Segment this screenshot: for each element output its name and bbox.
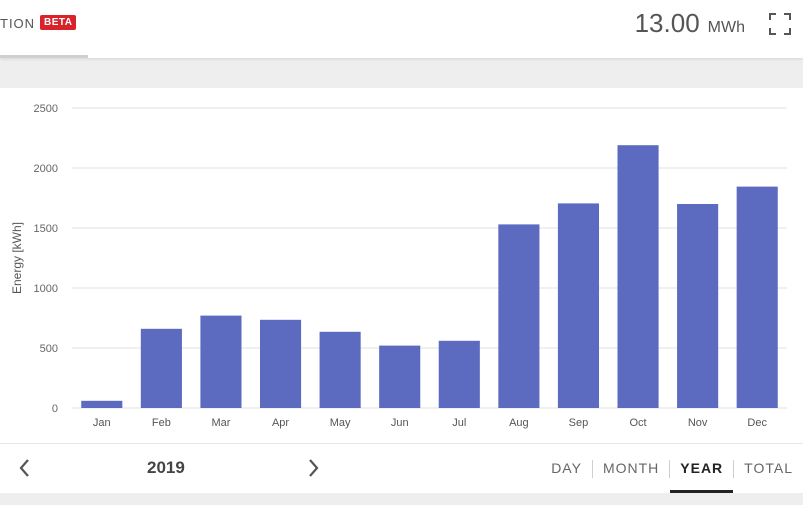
bar bbox=[259, 319, 302, 408]
bar bbox=[557, 203, 600, 408]
x-tick-label: Nov bbox=[688, 417, 708, 429]
x-tick-label: Jun bbox=[391, 417, 409, 429]
y-axis-label: Energy [kWh] bbox=[10, 222, 24, 294]
x-tick-label: Sep bbox=[569, 417, 589, 429]
chart-panel: 0 500 1000 1500 2000 2500 Jan Feb Mar Apr May Jun Ju… bbox=[0, 88, 803, 492]
x-tick-label: Mar bbox=[211, 417, 230, 429]
x-tick-label: Jul bbox=[452, 417, 466, 429]
energy-bar-chart: 0 500 1000 1500 2000 2500 Jan Feb Mar Apr May Jun Ju… bbox=[10, 103, 787, 429]
x-tick-label: Jan bbox=[93, 417, 111, 429]
x-tick-label: Oct bbox=[629, 417, 646, 429]
range-tab-year[interactable]: YEAR bbox=[670, 444, 734, 493]
tab-production[interactable]: TION BETA bbox=[0, 0, 88, 58]
x-tick-label: Aug bbox=[509, 417, 529, 429]
bar bbox=[140, 328, 182, 408]
bar bbox=[438, 340, 480, 408]
bar bbox=[81, 400, 123, 408]
tab-title: TION bbox=[0, 16, 36, 31]
range-tab-total[interactable]: TOTAL bbox=[744, 460, 793, 476]
total-energy-unit: MWh bbox=[707, 19, 745, 36]
bar bbox=[200, 315, 242, 408]
range-tabs: DAY MONTH YEAR TOTAL bbox=[541, 444, 803, 493]
bar bbox=[617, 145, 659, 408]
range-separator bbox=[669, 459, 671, 478]
y-tick-label: 1500 bbox=[34, 223, 58, 235]
x-tick-label: Feb bbox=[152, 417, 171, 429]
y-tick-label: 0 bbox=[52, 403, 58, 415]
x-tick-label: Dec bbox=[747, 417, 767, 429]
tab-underline bbox=[0, 55, 88, 58]
y-tick-label: 2500 bbox=[34, 103, 58, 115]
fullscreen-icon[interactable] bbox=[769, 13, 791, 35]
bar bbox=[319, 331, 361, 408]
top-bar: TION BETA 13.00 MWh bbox=[0, 0, 803, 58]
total-energy-value: 13.00 bbox=[634, 8, 700, 38]
period-navigation: 2019 DAY MONTH YEAR TOTAL bbox=[0, 443, 803, 493]
range-separator bbox=[591, 459, 593, 478]
beta-badge: BETA bbox=[40, 15, 77, 30]
bar bbox=[677, 204, 719, 408]
chevron-right-icon[interactable] bbox=[301, 456, 325, 480]
range-tab-day[interactable]: DAY bbox=[551, 460, 582, 476]
x-tick-label: May bbox=[330, 417, 351, 429]
x-tick-label: Apr bbox=[272, 417, 289, 429]
bar bbox=[736, 186, 778, 408]
total-energy: 13.00 MWh bbox=[635, 8, 745, 39]
bar bbox=[498, 224, 540, 408]
chevron-left-icon[interactable] bbox=[13, 456, 37, 480]
year-label: 2019 bbox=[147, 458, 185, 477]
y-tick-label: 2000 bbox=[34, 163, 58, 175]
bar bbox=[379, 345, 421, 408]
y-tick-label: 500 bbox=[40, 343, 58, 355]
range-separator bbox=[733, 459, 735, 478]
range-tab-month[interactable]: MONTH bbox=[602, 460, 660, 476]
y-tick-label: 1000 bbox=[34, 283, 58, 295]
